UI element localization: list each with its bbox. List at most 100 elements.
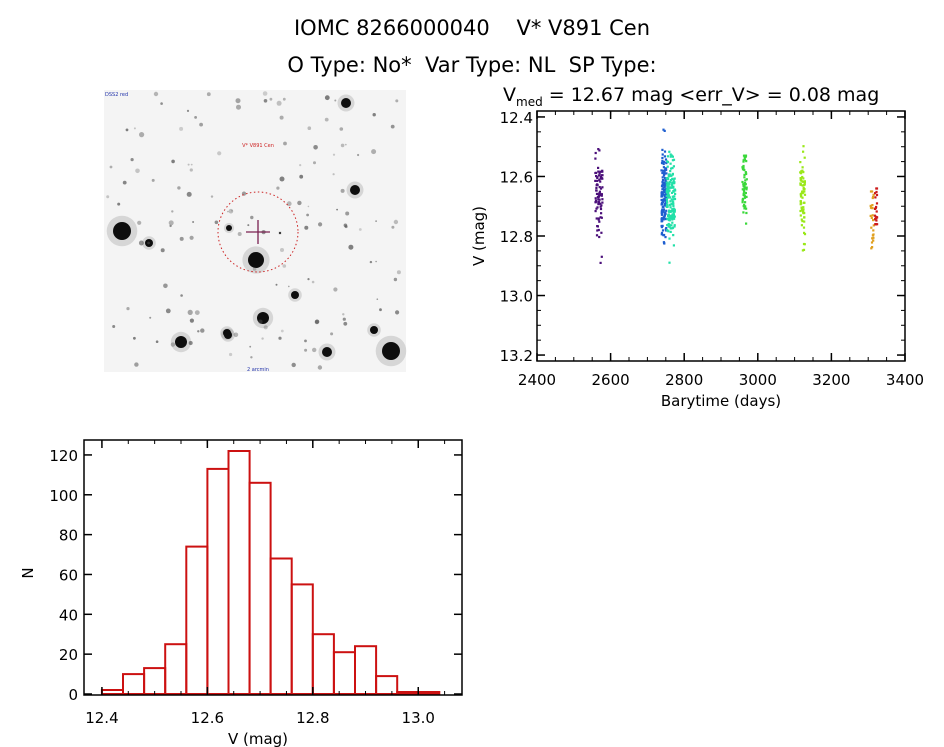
data-point [665,197,668,201]
data-point [600,194,603,197]
faint-star [280,248,284,252]
faint-star [376,298,379,301]
data-point [744,201,747,204]
data-point [874,196,877,199]
histogram-bar [227,450,251,695]
histogram-bar [354,645,378,696]
data-point [668,225,671,228]
data-point [745,222,748,225]
histogram-bar [122,673,146,695]
data-point [660,202,664,205]
faint-star [138,240,144,246]
data-point [744,183,747,186]
faint-star [276,186,280,190]
faint-star [135,168,140,174]
data-point [742,160,745,163]
data-point [876,223,879,226]
data-point [667,175,670,178]
data-point [668,180,671,184]
faint-star [229,352,233,357]
data-point [600,231,603,234]
data-point [673,181,676,184]
faint-star [139,132,145,138]
faint-star [324,95,330,101]
faint-star [314,319,320,324]
data-point [599,180,602,183]
series-season-2a [660,128,668,245]
star-halo [337,94,355,112]
data-point [663,242,666,245]
data-point [667,196,670,199]
data-point [666,200,669,203]
data-point [671,218,674,221]
star [279,232,281,234]
data-point [673,197,677,201]
y-tick-label: 20 [59,646,78,664]
faint-star [261,337,264,340]
data-point [672,205,675,208]
data-point [743,154,747,157]
data-point [800,195,803,198]
data-point [661,159,664,162]
y-tick-label: 12.8 [500,228,533,246]
data-point [874,223,877,226]
data-point [599,202,602,205]
faint-star [134,362,139,367]
data-point [663,176,667,180]
faint-star [112,325,116,328]
data-point [800,206,803,209]
data-point [803,183,806,186]
star-halo [242,246,270,274]
data-point [600,204,603,207]
data-point [668,150,671,153]
data-point [800,170,803,173]
data-point [673,189,676,192]
data-point [666,165,669,168]
x-tick-label: 12.4 [85,709,118,727]
faint-star [306,213,309,217]
faint-star [369,260,373,264]
star [341,98,351,108]
data-point [665,172,668,175]
faint-star [188,341,193,345]
data-point [661,176,664,179]
data-point [660,211,663,214]
light-curve-plot: 2400 2600 2800 3000 3200 3400 12.4 12.6 12.8 13.0… [470,109,924,410]
histogram-xlabel: V (mag) [228,730,288,747]
data-point [802,177,805,180]
faint-star [332,153,336,156]
data-point [663,170,666,174]
faint-star [371,149,377,155]
scale-label: 2 arcmin [247,367,269,373]
data-point [598,190,601,193]
faint-star [165,308,171,314]
faint-star [170,342,176,347]
data-point [741,201,744,204]
data-point [801,196,804,199]
data-point [801,249,804,252]
object-types: O Type: No* Var Type: NL SP Type: [287,53,657,77]
data-point [671,221,674,224]
data-point [661,148,664,151]
data-point [672,201,675,204]
x-tick-label: 2400 [518,371,556,389]
histogram-bar [143,667,167,695]
data-point [801,220,804,223]
data-point [801,175,804,179]
data-point [743,168,746,172]
faint-star [153,91,159,97]
faint-star [357,153,360,157]
data-point [875,202,879,205]
data-point [802,186,805,189]
data-point [671,172,674,175]
faint-star [252,267,257,271]
data-point [745,178,748,181]
data-point [875,187,879,190]
data-point [664,167,667,170]
data-point [669,200,672,203]
faint-star [396,270,401,275]
data-point [801,184,804,187]
faint-star [304,339,307,343]
data-point [669,155,672,158]
